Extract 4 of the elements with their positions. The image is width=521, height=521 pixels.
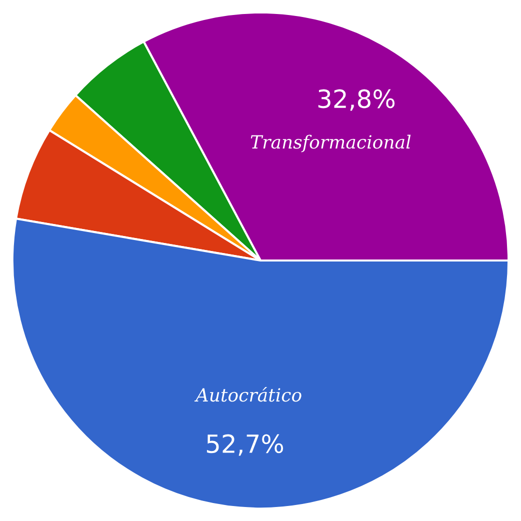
slice-label: Autocrático (194, 387, 302, 402)
slice-label: Transformacional (250, 134, 411, 152)
data-label: 32,8% (318, 89, 395, 111)
data-label: 52,7% (206, 434, 284, 456)
